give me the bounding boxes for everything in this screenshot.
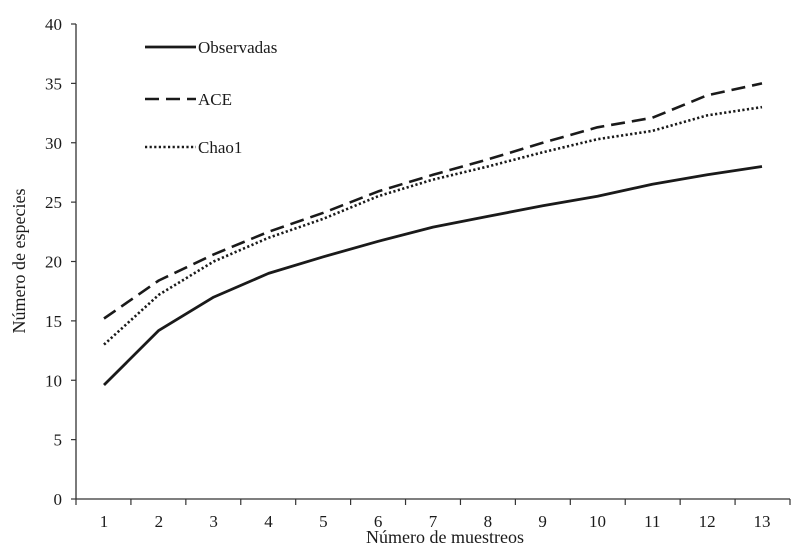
y-tick-label: 30	[45, 134, 62, 153]
x-axis: 1 2 3 4 5 6 7 8 9 10 11 12 13	[75, 498, 791, 531]
y-tick-label: 40	[45, 15, 62, 34]
x-tick-label: 12	[699, 512, 716, 531]
x-tick-label: 5	[319, 512, 328, 531]
x-tick-label: 6	[374, 512, 383, 531]
series-layer	[103, 82, 763, 386]
x-tick-label: 13	[754, 512, 771, 531]
x-tick-label: 9	[538, 512, 547, 531]
y-tick-label: 25	[45, 193, 62, 212]
x-tick-label: 1	[100, 512, 109, 531]
x-tick-label: 7	[429, 512, 438, 531]
x-tick-label: 8	[484, 512, 493, 531]
series-line-chao1	[103, 105, 763, 346]
legend: Observadas ACE Chao1	[145, 38, 277, 157]
legend-label-ace: ACE	[198, 90, 232, 109]
y-axis: 0 5 10 15 20 25 30 35 40	[45, 15, 77, 509]
x-axis-title: Número de muestreos	[366, 527, 524, 546]
x-tick-label: 11	[644, 512, 660, 531]
x-tick-label: 2	[155, 512, 164, 531]
series-line-ace	[103, 82, 763, 320]
x-tick-label: 10	[589, 512, 606, 531]
legend-label-chao1: Chao1	[198, 138, 242, 157]
y-tick-label: 5	[54, 431, 63, 450]
y-axis-title: Número de especies	[9, 189, 29, 334]
series-line-observadas	[103, 165, 763, 386]
y-tick-label: 15	[45, 312, 62, 331]
x-tick-label: 4	[264, 512, 273, 531]
y-tick-label: 10	[45, 371, 62, 390]
y-tick-label: 0	[54, 490, 63, 509]
y-tick-label: 20	[45, 253, 62, 272]
x-tick-label: 3	[209, 512, 218, 531]
y-tick-label: 35	[45, 74, 62, 93]
legend-label-observadas: Observadas	[198, 38, 277, 57]
